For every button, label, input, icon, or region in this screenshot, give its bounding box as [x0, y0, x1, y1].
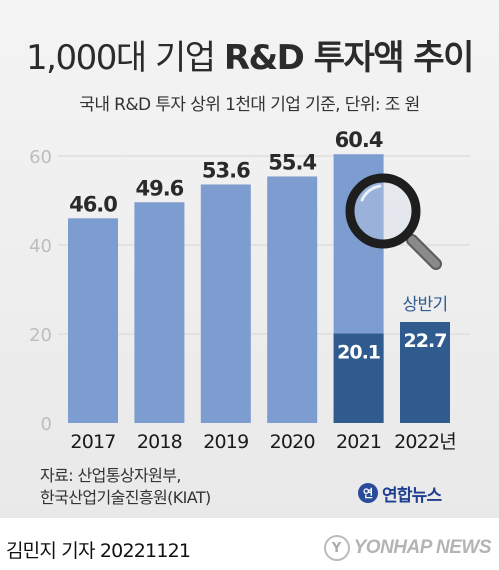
agency-mark-icon: 연	[358, 483, 378, 503]
bar-first-half-2021	[333, 333, 384, 423]
title-bold: R&D 투자액 추이	[223, 38, 475, 78]
x-tick-label: 2022년	[394, 431, 456, 453]
bar-annual-2020	[267, 176, 318, 423]
x-tick-label: 2018	[137, 431, 182, 453]
y-tick-label: 60	[29, 147, 52, 168]
magnifying-glass-icon	[345, 173, 442, 270]
data-label-annual: 60.4	[335, 128, 383, 152]
title-plain: 1,000대 기업	[26, 38, 216, 78]
chart-subtitle: 국내 R&D 투자 상위 1천대 기업 기준, 단위: 조 원	[79, 95, 420, 115]
chart-title: 1,000대 기업 R&D 투자액 추이	[0, 30, 499, 79]
y-tick-label: 40	[29, 236, 52, 257]
x-tick-label: 2020	[270, 431, 315, 453]
bar-annual-2019	[200, 184, 251, 423]
agency-logo: 연 연합뉴스	[358, 481, 442, 506]
byline: 김민지 기자 20221121	[6, 540, 191, 562]
source-note: 자료: 산업통상자원부, 한국산업기술진흥원(KIAT)	[40, 465, 211, 509]
data-label-annual: 46.0	[69, 192, 117, 216]
wire-logo: Y YONHAP NEWS	[323, 535, 492, 561]
bar-annual-2017	[68, 218, 118, 423]
wire-name: YONHAP NEWS	[353, 537, 492, 558]
source-line-2: 한국산업기술진흥원(KIAT)	[40, 488, 211, 507]
source-line-1: 자료: 산업통상자원부,	[40, 466, 181, 485]
bar-annual-2018	[134, 202, 185, 423]
infographic-card: 1,000대 기업 R&D 투자액 추이 국내 R&D 투자 상위 1천대 기업…	[0, 0, 499, 518]
data-label-annual: 49.6	[135, 176, 183, 200]
data-label-first-half: 22.7	[404, 330, 447, 352]
agency-name: 연합뉴스	[382, 485, 442, 506]
x-tick-label: 2021	[336, 431, 381, 453]
series-label-first-half: 상반기	[402, 295, 447, 315]
bar-chart: 0 20 40 60 46.0 2017 49.6 2018 53.6 2019 55.4 2020 6…	[29, 128, 470, 453]
y-tick-label: 0	[41, 414, 52, 435]
y-tick-label: 20	[29, 325, 52, 346]
data-label-annual: 53.6	[202, 158, 250, 182]
wire-mark-icon: Y	[323, 535, 350, 561]
x-tick-label: 2019	[203, 431, 248, 453]
bar-first-half-2022년	[400, 321, 450, 423]
footer: 김민지 기자 20221121 Y YONHAP NEWS	[0, 518, 499, 570]
x-tick-label: 2017	[70, 431, 115, 453]
data-label-first-half: 20.1	[337, 342, 380, 364]
data-label-annual: 55.4	[268, 150, 316, 174]
